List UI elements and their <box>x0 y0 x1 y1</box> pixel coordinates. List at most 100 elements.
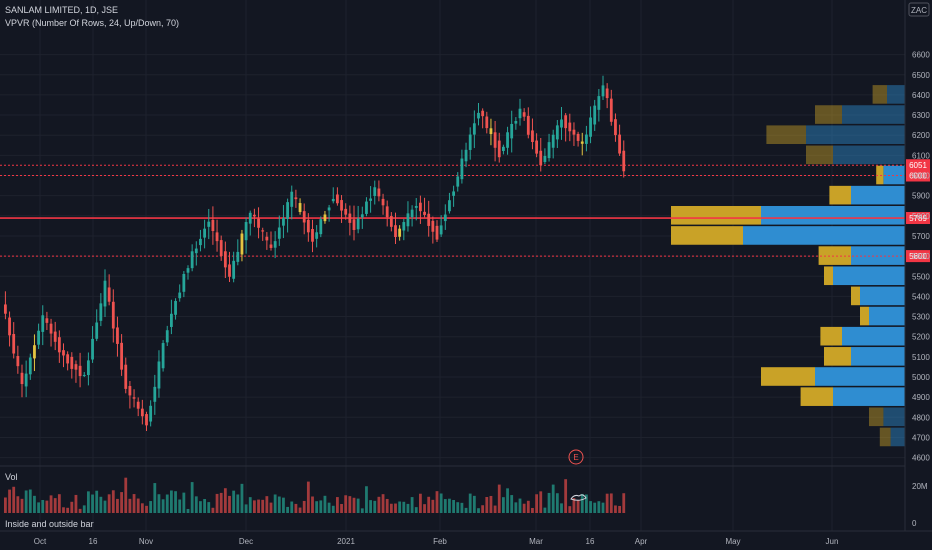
candle-body[interactable] <box>489 128 493 135</box>
candle-body[interactable] <box>311 229 314 242</box>
candle-body[interactable] <box>91 338 94 360</box>
candle-body[interactable] <box>277 227 281 239</box>
symbol-title[interactable]: SANLAM LIMITED, 1D, JSE <box>5 5 118 15</box>
candle-body[interactable] <box>502 146 505 151</box>
candle-body[interactable] <box>336 194 339 204</box>
candle-body[interactable] <box>365 201 368 214</box>
candle-body[interactable] <box>240 233 244 255</box>
candle-body[interactable] <box>12 333 16 354</box>
candle-body[interactable] <box>215 232 219 242</box>
candle-body[interactable] <box>560 119 563 128</box>
candle-body[interactable] <box>340 200 343 211</box>
candle-body[interactable] <box>539 150 543 166</box>
indicator-title[interactable]: VPVR (Number Of Rows, 24, Up/Down, 70) <box>5 18 179 28</box>
candle-body[interactable] <box>136 401 140 409</box>
candle-body[interactable] <box>601 85 605 97</box>
candle-body[interactable] <box>423 211 426 215</box>
candle-body[interactable] <box>194 248 198 254</box>
candle-body[interactable] <box>199 238 202 246</box>
candle-body[interactable] <box>306 219 310 233</box>
earnings-event-icon[interactable]: E <box>568 449 584 465</box>
candle-body[interactable] <box>456 176 460 187</box>
candle-body[interactable] <box>385 206 389 218</box>
candle-body[interactable] <box>597 96 601 110</box>
candle-body[interactable] <box>33 345 36 359</box>
candle-body[interactable] <box>28 357 32 375</box>
candle-body[interactable] <box>580 141 584 144</box>
candle-body[interactable] <box>506 132 509 148</box>
candle-body[interactable] <box>472 123 476 135</box>
candle-body[interactable] <box>518 108 522 119</box>
candle-body[interactable] <box>78 365 82 377</box>
candle-body[interactable] <box>290 191 294 207</box>
candle-body[interactable] <box>269 244 273 248</box>
candle-body[interactable] <box>132 397 136 399</box>
pattern-label[interactable]: Inside and outside bar <box>5 519 94 529</box>
candle-body[interactable] <box>74 364 78 370</box>
candle-body[interactable] <box>493 132 497 148</box>
candle-body[interactable] <box>452 191 455 196</box>
candle-body[interactable] <box>609 98 613 122</box>
candle-body[interactable] <box>57 337 61 353</box>
candle-body[interactable] <box>66 354 70 364</box>
candle-body[interactable] <box>477 112 480 119</box>
candle-body[interactable] <box>352 219 356 230</box>
candles[interactable] <box>4 75 626 431</box>
candle-body[interactable] <box>186 268 190 273</box>
candle-body[interactable] <box>369 198 372 201</box>
candle-body[interactable] <box>435 225 439 240</box>
candle-body[interactable] <box>53 331 57 342</box>
candle-body[interactable] <box>605 88 609 99</box>
candle-body[interactable] <box>622 150 626 172</box>
candle-body[interactable] <box>253 214 256 217</box>
candle-body[interactable] <box>228 264 231 277</box>
candle-body[interactable] <box>103 280 107 307</box>
candle-body[interactable] <box>223 251 227 268</box>
candle-body[interactable] <box>510 123 514 139</box>
candle-body[interactable] <box>427 213 431 226</box>
candle-body[interactable] <box>161 343 165 369</box>
candle-body[interactable] <box>99 303 103 321</box>
time-axis[interactable]: Oct 16 Nov Dec 2021 Feb Mar 16 Apr May Jun <box>34 537 839 546</box>
candle-body[interactable] <box>178 292 182 299</box>
candle-body[interactable] <box>497 140 501 158</box>
candle-body[interactable] <box>87 360 90 376</box>
candle-body[interactable] <box>128 386 132 396</box>
candle-body[interactable] <box>219 240 223 256</box>
candle-body[interactable] <box>572 129 576 135</box>
candle-body[interactable] <box>49 323 53 334</box>
candle-body[interactable] <box>468 134 472 150</box>
candle-body[interactable] <box>356 218 360 230</box>
candle-body[interactable] <box>4 304 7 314</box>
candle-body[interactable] <box>16 356 20 367</box>
candle-body[interactable] <box>286 202 289 219</box>
candle-body[interactable] <box>41 315 45 332</box>
candle-body[interactable] <box>535 140 538 154</box>
candle-body[interactable] <box>564 115 568 129</box>
candle-body[interactable] <box>207 221 211 227</box>
candle-body[interactable] <box>568 122 572 132</box>
candle-body[interactable] <box>526 115 530 135</box>
candle-body[interactable] <box>261 230 265 232</box>
candle-body[interactable] <box>20 372 24 385</box>
candle-body[interactable] <box>381 198 385 206</box>
candle-body[interactable] <box>531 130 534 142</box>
candle-body[interactable] <box>298 203 302 213</box>
price-axis[interactable]: 4600 4700 4800 4900 5000 5100 5200 5300 5400 5500… <box>912 51 930 463</box>
candle-body[interactable] <box>348 213 352 223</box>
candle-body[interactable] <box>45 318 49 323</box>
candle-body[interactable] <box>514 121 518 124</box>
candle-body[interactable] <box>165 330 169 343</box>
candle-body[interactable] <box>24 373 28 387</box>
candle-body[interactable] <box>170 313 173 327</box>
candle-body[interactable] <box>485 116 489 129</box>
candle-body[interactable] <box>140 408 144 417</box>
candle-body[interactable] <box>394 225 397 238</box>
candle-body[interactable] <box>37 330 40 345</box>
candle-body[interactable] <box>111 301 115 329</box>
candle-body[interactable] <box>70 356 74 369</box>
candle-body[interactable] <box>443 214 447 222</box>
candle-body[interactable] <box>236 251 240 262</box>
candle-body[interactable] <box>157 361 161 389</box>
